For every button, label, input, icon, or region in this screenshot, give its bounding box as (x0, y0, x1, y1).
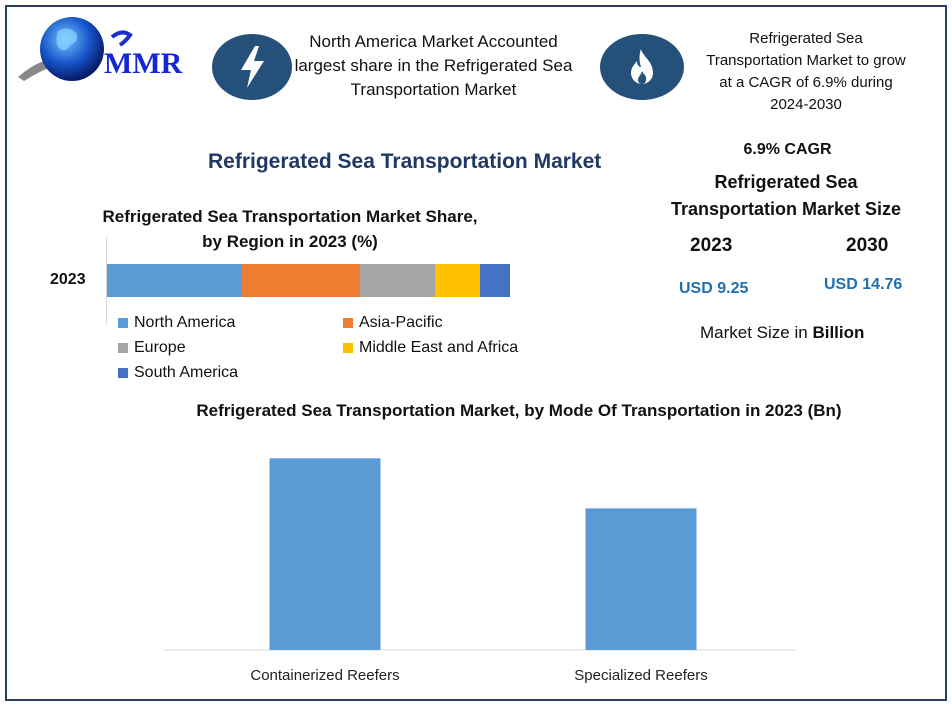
region-stacked-bar (107, 264, 510, 297)
legend-label: Asia-Pacific (359, 314, 443, 331)
callout-north-america: North America Market Accounted largest s… (294, 32, 573, 99)
lightning-icon (241, 46, 264, 88)
bar-segment-middle-east-and-africa (435, 264, 481, 297)
bar-containerized-reefers (269, 458, 381, 650)
legend-label: Middle East and Africa (359, 339, 519, 356)
legend-swatch (118, 343, 128, 353)
legend-swatch (118, 368, 128, 378)
mode-chart-title: Refrigerated Sea Transportation Market, … (196, 401, 842, 420)
legend-swatch (343, 318, 353, 328)
bar-segment-south-america (480, 264, 510, 297)
year-2030: 2030 (846, 235, 889, 256)
bar-segment-asia-pacific (242, 264, 361, 297)
legend-swatch (118, 318, 128, 328)
market-size-unit: Market Size in Billion (700, 323, 864, 343)
year-2023: 2023 (690, 235, 733, 256)
legend-item: Europe (118, 339, 186, 357)
value-2023: USD 9.25 (679, 280, 749, 297)
logo-text: MMR (104, 47, 183, 80)
cagr-label: 6.9% CAGR (743, 141, 832, 158)
unit-prefix: Market Size in (700, 323, 813, 342)
region-axis-line (106, 237, 107, 325)
legend-label: South America (134, 364, 239, 381)
market-size-title: Refrigerated Sea Transportation Market S… (670, 172, 902, 219)
value-2030: USD 14.76 (824, 276, 903, 293)
page-frame (5, 5, 947, 701)
legend-item: Asia-Pacific (343, 314, 443, 332)
callout-cagr: Refrigerated Sea Transportation Market t… (706, 30, 906, 113)
flame-icon-badge (600, 34, 684, 100)
legend-label: Europe (134, 339, 186, 356)
bar-specialized-reefers (585, 508, 697, 650)
legend-label: North America (134, 314, 236, 331)
unit-bold: Billion (812, 323, 865, 342)
flame-icon (631, 49, 653, 84)
x-tick-label: Specialized Reefers (574, 667, 707, 684)
legend-swatch (343, 343, 353, 353)
region-category-label: 2023 (50, 271, 86, 288)
page-title: Refrigerated Sea Transportation Market (208, 150, 602, 173)
mmr-logo: MMR (14, 15, 194, 85)
legend-item: South America (118, 364, 238, 382)
bar-segment-north-america (107, 264, 242, 297)
region-chart-title: Refrigerated Sea Transportation Market S… (102, 207, 478, 251)
legend-item: Middle East and Africa (343, 339, 518, 357)
bar-segment-europe (360, 264, 436, 297)
legend-item: North America (118, 314, 235, 332)
x-tick-label: Containerized Reefers (250, 667, 399, 684)
lightning-icon-badge (212, 34, 292, 100)
